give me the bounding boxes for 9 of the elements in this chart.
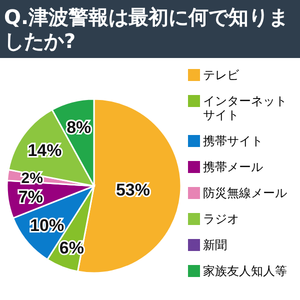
legend-label: インターネットサイト bbox=[203, 94, 288, 122]
legend-label: ラジオ bbox=[203, 212, 239, 226]
title: Q.津波警報は最初に何で知りましたか? bbox=[0, 0, 300, 58]
legend-label: 新聞 bbox=[203, 238, 227, 252]
legend-label: 携帯サイト bbox=[203, 134, 263, 148]
legend-label: 防災無線メール bbox=[203, 186, 287, 200]
legend-label: テレビ bbox=[203, 68, 239, 82]
legend-label: 家族友人知人等 bbox=[203, 264, 287, 278]
legend-label: 携帯メール bbox=[203, 160, 263, 174]
